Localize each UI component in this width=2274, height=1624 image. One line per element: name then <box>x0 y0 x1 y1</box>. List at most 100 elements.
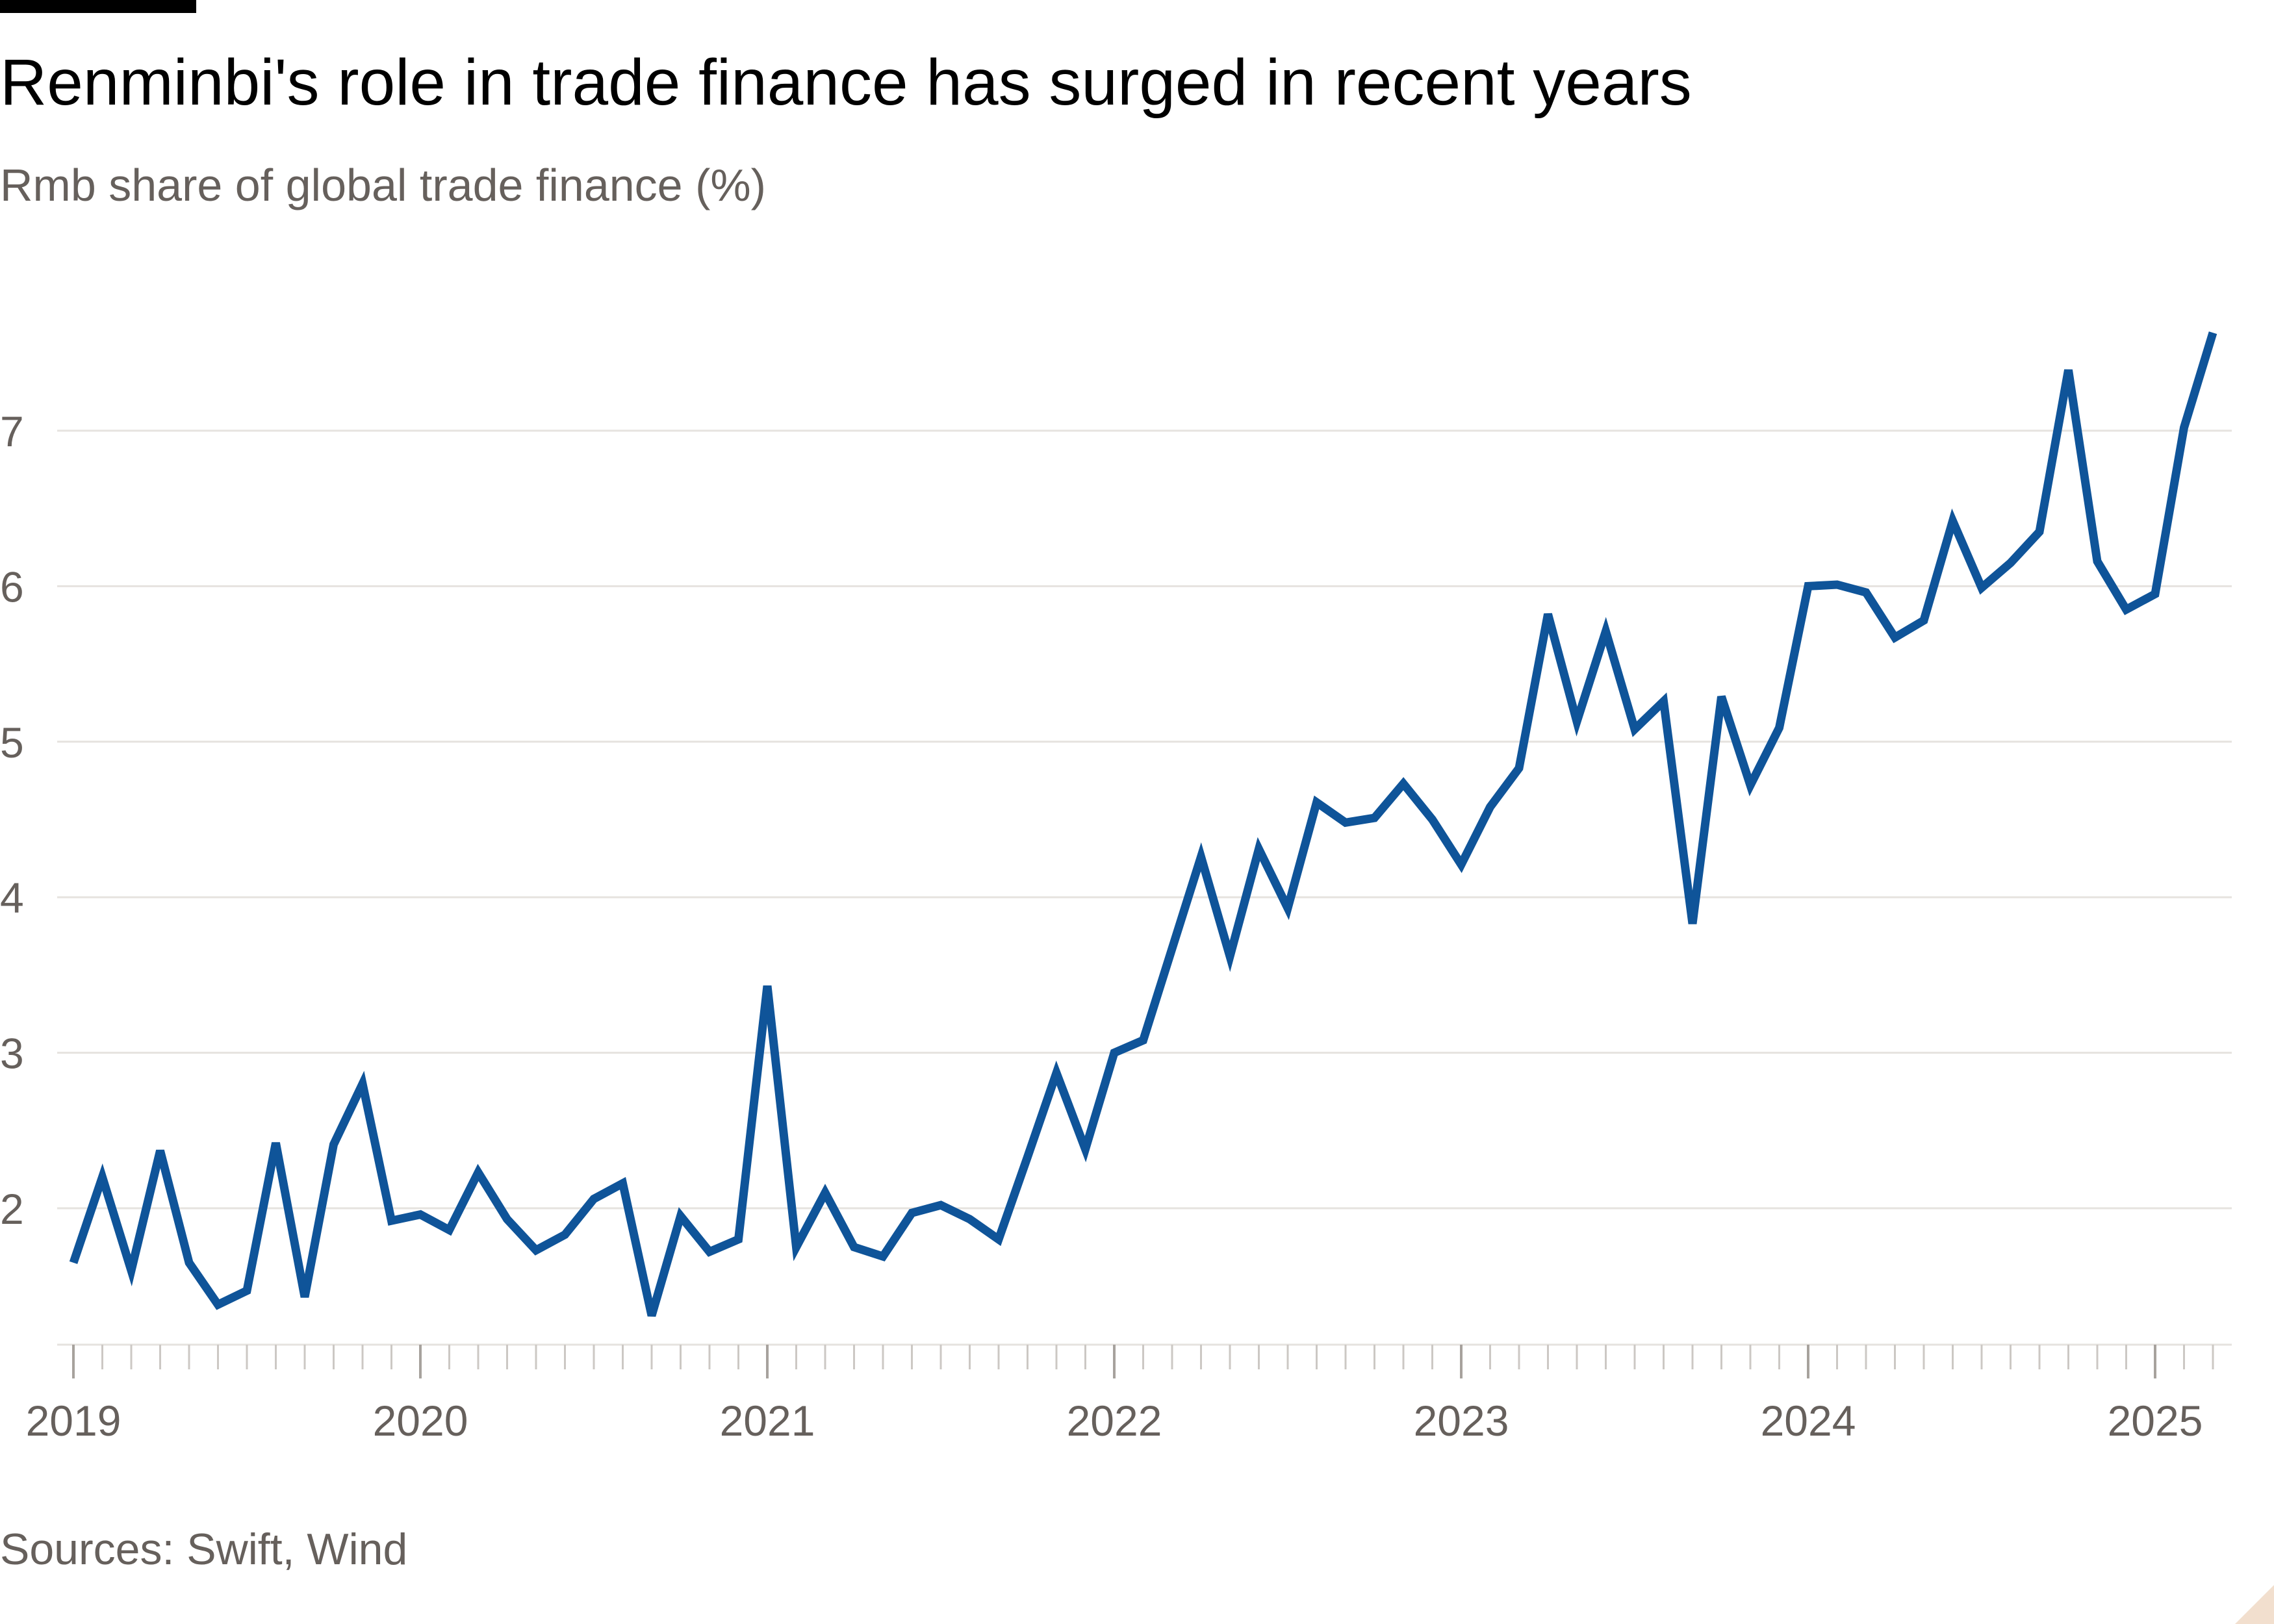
data-point <box>1920 616 1928 624</box>
data-point <box>330 1141 338 1148</box>
data-point <box>1399 780 1407 787</box>
source-note: Sources: Swift, Wind <box>0 1525 408 1574</box>
data-point <box>1776 724 1783 731</box>
data-point <box>995 1236 1003 1243</box>
series-line-0 <box>69 331 2217 1317</box>
data-point <box>1255 845 1263 853</box>
y-tick-label-6: 6 <box>0 563 24 611</box>
data-point <box>821 1189 829 1197</box>
data-point <box>1833 581 1841 589</box>
data-point <box>1457 861 1465 869</box>
x-axis-tick-labels: 2019 2020 2021 2022 2023 2024 2025 <box>26 1397 2203 1445</box>
data-point <box>1024 1153 1032 1161</box>
x-tick-label-2024: 2024 <box>1761 1397 1856 1445</box>
data-point <box>735 1236 743 1243</box>
data-point <box>1197 853 1205 861</box>
data-point <box>793 1243 800 1251</box>
data-point <box>1573 718 1581 726</box>
x-axis <box>57 1343 2232 1378</box>
data-point <box>446 1226 454 1234</box>
data-point <box>1804 582 1812 590</box>
data-point <box>185 1259 193 1267</box>
data-point <box>388 1217 396 1224</box>
data-point <box>157 1147 164 1154</box>
data-point <box>1371 814 1379 822</box>
data-point <box>619 1180 627 1187</box>
y-tick-label-3: 3 <box>0 1030 24 1078</box>
brand-top-bar <box>0 0 196 13</box>
data-point <box>2036 528 2043 536</box>
x-tick-label-2020: 2020 <box>373 1397 468 1445</box>
data-point <box>1602 628 1610 635</box>
data-point <box>359 1080 366 1087</box>
data-point <box>677 1212 685 1220</box>
data-point <box>1891 633 1899 641</box>
data-point <box>1429 816 1437 824</box>
data-point <box>70 1259 77 1267</box>
x-tick-label-2019: 2019 <box>26 1397 121 1445</box>
data-point <box>474 1169 482 1176</box>
data-point <box>1342 818 1349 826</box>
data-point <box>127 1267 135 1275</box>
data-point <box>99 1173 107 1181</box>
data-point <box>214 1300 222 1308</box>
data-point <box>648 1312 656 1319</box>
data-point <box>706 1248 713 1256</box>
data-point <box>1949 517 1957 525</box>
data-point <box>1660 698 1668 705</box>
data-point <box>2123 605 2130 613</box>
data-point <box>1110 1049 1118 1057</box>
data-point <box>1082 1145 1090 1153</box>
data-point <box>908 1209 916 1217</box>
data-point <box>850 1243 858 1251</box>
data-point <box>532 1247 540 1254</box>
data-point <box>1689 920 1696 928</box>
data-point <box>1718 692 1726 700</box>
data-point <box>2180 424 2188 431</box>
data-point <box>1053 1069 1060 1077</box>
data-point <box>1168 945 1176 952</box>
data-point <box>1862 589 1870 596</box>
series-layer <box>69 329 2217 1319</box>
data-point <box>243 1287 251 1295</box>
chart-subtitle: Rmb share of global trade finance (%) <box>0 160 766 210</box>
y-axis-tick-labels: 2 3 4 5 6 7 <box>0 407 24 1233</box>
data-point <box>2151 590 2159 598</box>
data-point <box>1284 904 1292 912</box>
data-point <box>1978 584 1986 592</box>
data-point <box>504 1215 511 1223</box>
x-tick-label-2022: 2022 <box>1067 1397 1162 1445</box>
data-point <box>879 1252 887 1260</box>
data-point <box>1544 610 1552 618</box>
gridlines <box>57 429 2232 1210</box>
data-point <box>2209 329 2217 336</box>
y-tick-label-5: 5 <box>0 718 24 767</box>
data-point <box>1140 1036 1147 1044</box>
chart-title: Renminbi's role in trade finance has sur… <box>0 46 1692 119</box>
data-point <box>590 1195 598 1203</box>
corner-decoration <box>2235 1585 2274 1624</box>
data-point <box>1631 726 1639 733</box>
data-point <box>2093 557 2101 565</box>
y-tick-label-7: 7 <box>0 407 24 455</box>
data-point <box>2065 366 2073 374</box>
data-point <box>1226 952 1234 960</box>
x-tick-label-2021: 2021 <box>720 1397 815 1445</box>
data-point <box>416 1211 424 1219</box>
data-point <box>937 1201 945 1209</box>
data-point <box>1313 798 1321 806</box>
data-point <box>1746 781 1754 789</box>
data-point <box>763 982 771 990</box>
y-tick-label-4: 4 <box>0 874 24 922</box>
data-point <box>966 1215 974 1223</box>
x-tick-label-2023: 2023 <box>1414 1397 1509 1445</box>
data-point <box>2007 559 2015 566</box>
data-point <box>1515 764 1523 772</box>
data-point <box>272 1139 280 1147</box>
y-tick-label-2: 2 <box>0 1185 24 1233</box>
x-tick-label-2025: 2025 <box>2108 1397 2203 1445</box>
data-point <box>1487 803 1494 811</box>
data-point <box>301 1293 309 1300</box>
data-point <box>561 1231 569 1239</box>
